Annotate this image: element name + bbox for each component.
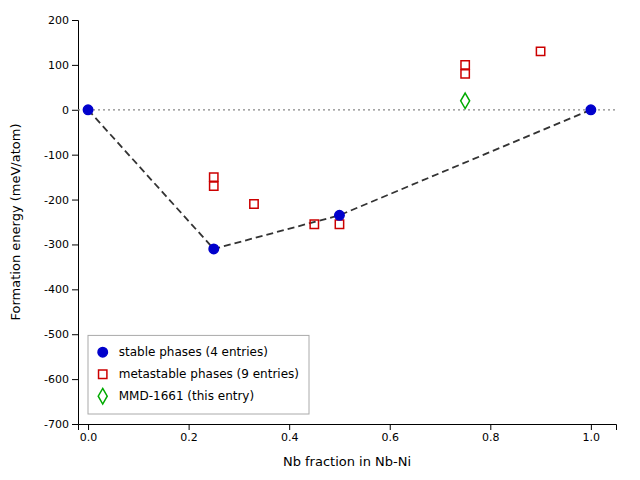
point [210,173,218,181]
tick-mark [72,20,78,21]
connecting-line [88,110,591,249]
legend-symbol [99,370,107,378]
tick-mark [490,424,491,430]
legend-symbol [98,347,107,356]
tick-mark [72,155,78,156]
tick-mark [72,289,78,290]
legend-item: metastable phases (9 entries) [99,367,299,381]
chart: 0.0 0.2 0.4 0.6 0.8 1.0 -700 -600 -500 -400 -300 -2… [0,0,640,480]
tick-label: -300 [44,238,69,251]
tick-label: -600 [44,373,69,386]
tick-mark [189,424,190,430]
point [210,182,218,190]
y-axis-title: Formation energy (meV/atom) [8,124,23,321]
tick: -400 [44,283,78,296]
legend-label: metastable phases (9 entries) [119,367,299,381]
tick-mark [289,424,290,430]
point [250,200,258,208]
tick-mark [72,200,78,201]
tick: 200 [48,14,78,27]
x-axis-title: Nb fraction in Nb-Ni [283,454,411,469]
tick-mark [72,424,78,425]
legend-label: stable phases (4 entries) [119,345,268,359]
tick-label: 0.4 [281,431,299,444]
tick: 0.6 [381,424,399,444]
tick-mark [72,379,78,380]
tick: -600 [44,373,78,386]
point [83,105,92,114]
tick-mark [88,424,89,430]
tick: 0.2 [180,424,198,444]
tick-label: 200 [48,14,69,27]
tick: -500 [44,328,78,341]
tick-label: 0.6 [381,431,399,444]
axis-line [72,21,79,425]
tick: 0.8 [482,424,500,444]
marks [78,47,616,253]
reference-line [78,109,616,110]
tick: 0.4 [281,424,299,444]
tick-mark [72,110,78,111]
point [310,220,318,228]
series-points [210,47,545,228]
tick-mark [72,334,78,335]
point [461,70,469,78]
point [209,244,218,253]
tick-label: -500 [44,328,69,341]
y-axis: -700 -600 -500 -400 -300 -200 -100 0 100 200 [44,14,78,431]
plot: 0.0 0.2 0.4 0.6 0.8 1.0 -700 -600 -500 -400 -300 -2… [44,14,616,444]
tick: 0 [62,104,78,117]
x-axis: 0.0 0.2 0.4 0.6 0.8 1.0 [79,424,617,444]
tick-label: -700 [44,418,69,431]
tick-label: 0.2 [180,431,198,444]
tick-label: 0.0 [80,431,98,444]
legend-frame [88,335,309,414]
point [461,61,469,69]
tick: -100 [44,149,78,162]
tick: -700 [44,418,78,431]
tick-mark [591,424,592,430]
legend-label: MMD-1661 (this entry) [119,389,254,403]
tick-label: 0 [62,104,69,117]
point [536,47,544,55]
tick: -200 [44,194,78,207]
legend: stable phases (4 entries) metastable phas… [88,335,309,414]
tick: 1.0 [583,424,601,444]
tick-label: -200 [44,194,69,207]
legend-item: stable phases (4 entries) [98,345,268,359]
tick-mark [390,424,391,430]
tick: 100 [48,59,78,72]
point [586,105,595,114]
tick-label: 0.8 [482,431,500,444]
tick-label: -100 [44,149,69,162]
axis-line [79,425,617,431]
tick: -300 [44,238,78,251]
legend-item: MMD-1661 (this entry) [98,388,254,404]
series-points [83,105,595,254]
tick-label: 1.0 [583,431,601,444]
tick-mark [72,244,78,245]
tick-label: -400 [44,283,69,296]
point [335,220,343,228]
tick-label: 100 [48,59,69,72]
point [461,93,470,109]
tick-mark [72,65,78,66]
series-points [461,93,470,109]
point [335,211,344,220]
legend-symbol [98,388,107,404]
tick: 0.0 [80,424,98,444]
